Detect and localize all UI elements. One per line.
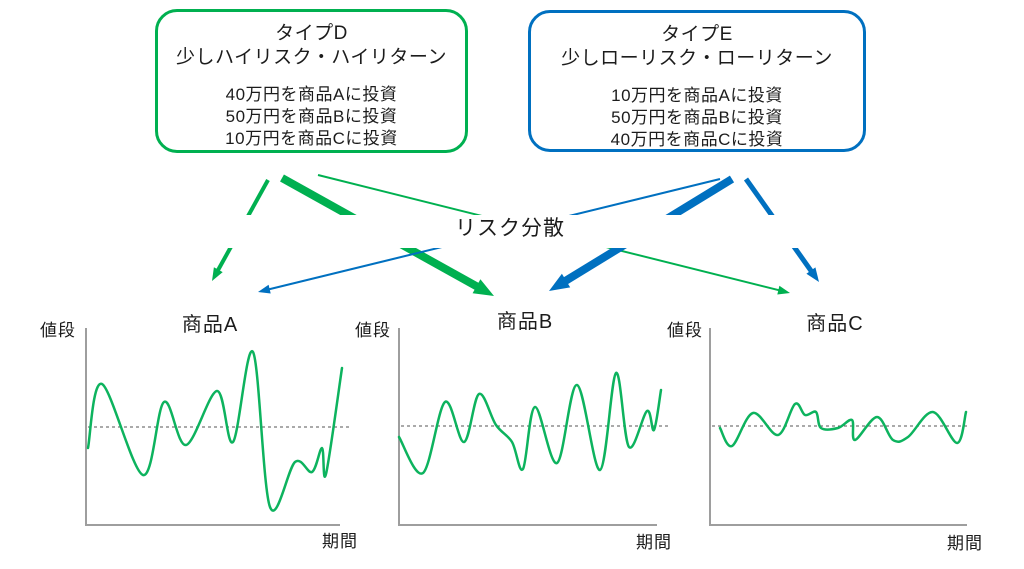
product-a-title: 商品A (181, 314, 239, 336)
allocation-line: 40万円を商品Aに投資 (225, 85, 398, 104)
type-d-subtitle: 少しハイリスク・ハイリターン (176, 47, 447, 68)
type-e-subtitle: 少しローリスク・ローリターン (561, 48, 833, 69)
period-axis-label-c: 期間 (947, 534, 983, 553)
type-d-title: タイプD (275, 23, 348, 44)
allocation-line: 50万円を商品Bに投資 (611, 108, 783, 127)
product-c-title: 商品C (806, 313, 864, 335)
risk-diversification-label: リスク分散 (455, 217, 565, 240)
type-d-allocations: 40万円を商品Aに投資 50万円を商品Bに投資 10万円を商品Cに投資 (158, 84, 465, 150)
period-axis-label-a: 期間 (322, 532, 358, 551)
price-axis-label-b: 値段 (355, 321, 391, 340)
allocation-line: 40万円を商品Cに投資 (610, 130, 784, 149)
allocation-line: 50万円を商品Bに投資 (225, 107, 398, 126)
type-e-title: タイプE (661, 24, 733, 45)
type-d-box: タイプD 少しハイリスク・ハイリターン 40万円を商品Aに投資 50万円を商品B… (155, 9, 468, 153)
allocation-line: 10万円を商品Cに投資 (225, 129, 398, 148)
price-axis-label-a: 値段 (40, 321, 76, 340)
type-e-allocations: 10万円を商品Aに投資 50万円を商品Bに投資 40万円を商品Cに投資 (531, 85, 863, 151)
price-axis-label-c: 値段 (667, 321, 703, 340)
product-b-title: 商品B (496, 311, 554, 333)
allocation-line: 10万円を商品Aに投資 (611, 86, 783, 105)
type-e-box: タイプE 少しローリスク・ローリターン 10万円を商品Aに投資 50万円を商品B… (528, 10, 866, 152)
period-axis-label-b: 期間 (636, 533, 672, 552)
